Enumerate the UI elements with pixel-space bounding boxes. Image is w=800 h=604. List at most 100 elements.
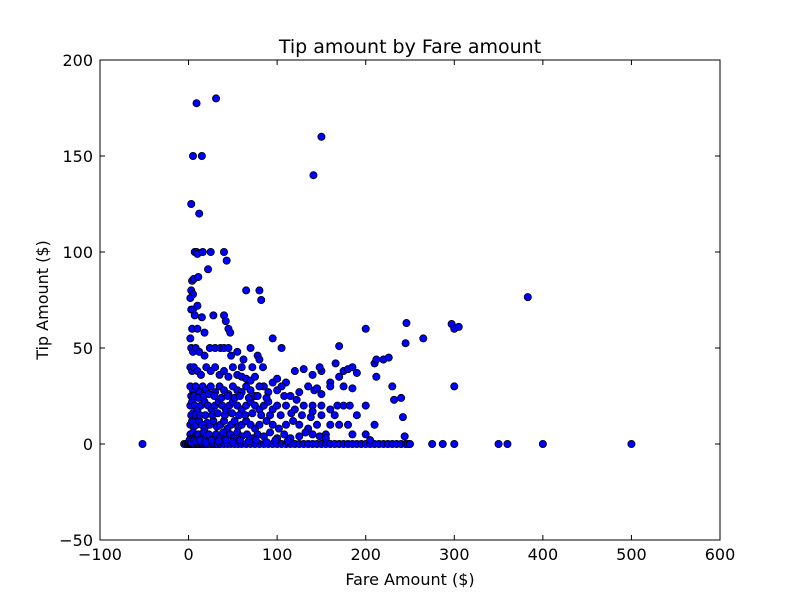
- data-point: [188, 151, 197, 160]
- data-point: [306, 413, 315, 422]
- data-point: [331, 359, 340, 368]
- chart-title: Tip amount by Fare amount: [278, 36, 541, 58]
- data-point: [241, 411, 250, 420]
- data-point: [242, 286, 251, 295]
- data-point: [361, 401, 370, 410]
- data-point: [321, 434, 330, 443]
- data-point: [361, 324, 370, 333]
- data-point: [523, 293, 532, 302]
- data-point: [194, 272, 203, 281]
- data-point: [233, 347, 242, 356]
- data-point: [372, 372, 381, 381]
- data-point: [277, 382, 286, 391]
- data-point: [223, 391, 232, 400]
- data-point: [398, 413, 407, 422]
- data-point: [454, 322, 463, 331]
- data-point: [273, 374, 282, 383]
- data-point: [348, 384, 357, 393]
- x-tick-label: 500: [616, 545, 647, 564]
- data-point: [538, 439, 547, 448]
- data-point: [187, 199, 196, 208]
- data-point: [401, 339, 410, 348]
- data-point: [283, 437, 292, 446]
- data-point: [326, 405, 335, 414]
- x-tick-label: 300: [439, 545, 470, 564]
- data-point: [304, 382, 313, 391]
- data-point: [195, 209, 204, 218]
- data-point: [405, 439, 414, 448]
- data-point: [402, 319, 411, 328]
- data-point: [192, 99, 201, 108]
- data-point: [503, 439, 512, 448]
- data-point: [297, 411, 306, 420]
- data-point: [206, 382, 215, 391]
- data-point: [277, 343, 286, 352]
- data-point: [397, 393, 406, 402]
- data-point: [237, 363, 246, 372]
- data-point: [257, 295, 266, 304]
- data-point: [281, 420, 290, 429]
- data-point: [193, 301, 202, 310]
- data-point: [197, 313, 206, 322]
- y-tick-label: 50: [73, 339, 93, 358]
- data-point: [138, 439, 147, 448]
- data-point: [317, 411, 326, 420]
- x-axis-label: Fare Amount ($): [345, 570, 474, 589]
- x-tick-label: 200: [350, 545, 381, 564]
- data-point: [186, 334, 195, 343]
- y-tick-label: 100: [62, 243, 93, 262]
- data-point: [200, 351, 209, 360]
- data-point: [317, 132, 326, 141]
- data-point: [219, 367, 228, 376]
- y-tick-label: 200: [62, 51, 93, 70]
- data-point: [255, 286, 264, 295]
- data-point: [361, 430, 370, 439]
- data-point: [299, 365, 308, 374]
- data-point: [372, 355, 381, 364]
- data-point: [200, 328, 209, 337]
- data-point: [246, 343, 255, 352]
- data-point: [211, 363, 220, 372]
- data-point: [335, 420, 344, 429]
- data-point: [196, 370, 205, 379]
- data-point: [221, 317, 230, 326]
- data-point: [257, 411, 266, 420]
- data-point: [273, 401, 282, 410]
- data-point: [201, 411, 210, 420]
- data-point: [276, 411, 285, 420]
- data-point: [494, 439, 503, 448]
- data-point: [239, 355, 248, 364]
- data-point: [222, 256, 231, 265]
- data-point: [317, 401, 326, 410]
- data-point: [384, 353, 393, 362]
- data-point: [339, 382, 348, 391]
- data-point: [287, 409, 296, 418]
- data-point: [271, 436, 280, 445]
- data-point: [312, 420, 321, 429]
- data-point: [230, 416, 239, 425]
- data-point: [221, 436, 230, 445]
- data-point: [248, 409, 257, 418]
- data-point: [290, 367, 299, 376]
- data-point: [268, 334, 277, 343]
- data-point: [186, 294, 195, 303]
- data-point: [315, 363, 324, 372]
- data-point: [255, 382, 264, 391]
- data-point: [266, 428, 275, 437]
- data-point: [289, 416, 298, 425]
- data-point: [262, 393, 271, 402]
- x-tick-label: 0: [183, 545, 193, 564]
- data-point: [220, 411, 229, 420]
- data-point: [228, 438, 237, 447]
- data-point: [255, 420, 264, 429]
- data-point: [330, 411, 339, 420]
- data-point: [268, 420, 277, 429]
- data-point: [326, 420, 335, 429]
- data-point: [301, 428, 310, 437]
- data-point: [326, 382, 335, 391]
- data-point: [348, 430, 357, 439]
- data-point: [219, 247, 228, 256]
- data-point: [227, 409, 236, 418]
